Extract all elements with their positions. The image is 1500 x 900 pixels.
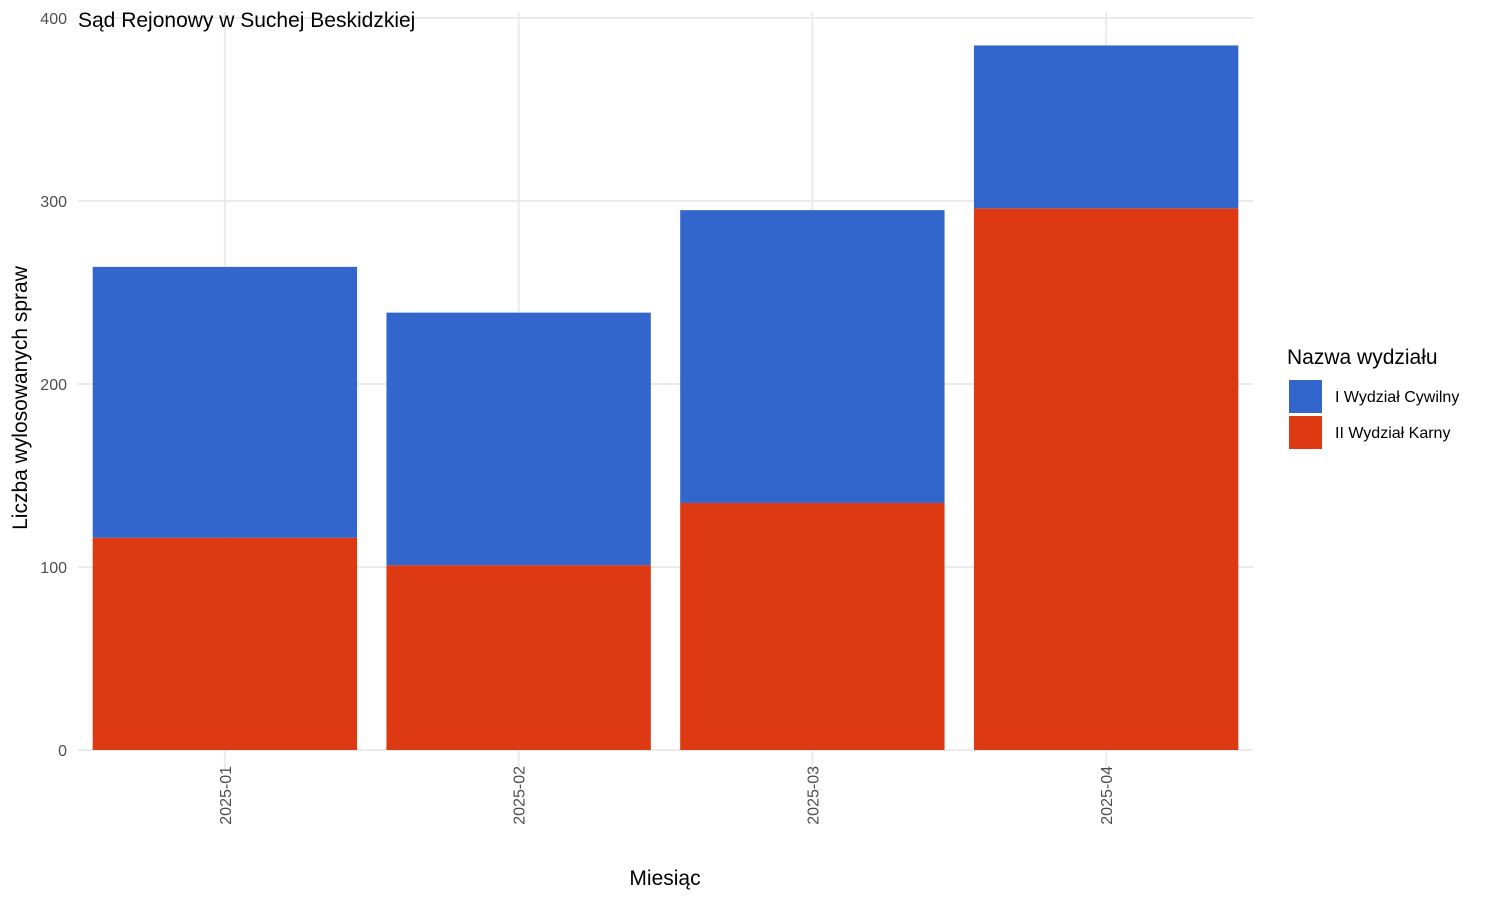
legend-label: I Wydział Cywilny (1335, 389, 1459, 406)
y-tick-label: 0 (58, 743, 67, 760)
y-tick-label: 400 (40, 11, 67, 28)
bar-segment (680, 210, 945, 503)
y-tick-label: 100 (40, 560, 67, 577)
y-axis-title: Liczba wylosowanych spraw (9, 265, 32, 530)
bar-segment (680, 502, 945, 750)
chart-title: Sąd Rejonowy w Suchej Beskidzkiej (78, 9, 415, 32)
bar-segment (386, 312, 651, 566)
legend: Nazwa wydziału I Wydział Cywilny II Wydzi… (1287, 346, 1459, 449)
bar-segment (92, 266, 358, 538)
legend-title: Nazwa wydziału (1287, 346, 1438, 369)
bars (92, 45, 1239, 750)
legend-swatch (1289, 416, 1322, 449)
bar-segment (973, 208, 1239, 750)
x-tick-label: 2025-02 (512, 766, 529, 825)
legend-swatch (1289, 380, 1322, 413)
x-tick-label: 2025-04 (1099, 766, 1116, 825)
legend-items: I Wydział Cywilny II Wydział Karny (1289, 380, 1459, 449)
bar-segment (92, 537, 358, 750)
x-tick-label: 2025-03 (805, 766, 822, 825)
x-tick-label: 2025-01 (218, 766, 235, 825)
bar-segment (386, 565, 651, 750)
bar-segment (973, 45, 1239, 209)
legend-label: II Wydział Karny (1335, 425, 1450, 442)
y-tick-label: 300 (40, 194, 67, 211)
x-axis-ticks: 2025-01 2025-02 2025-03 2025-04 (218, 766, 1116, 825)
x-axis-title: Miesiąc (629, 867, 700, 890)
y-axis-ticks: 0 100 200 300 400 (40, 11, 67, 760)
y-tick-label: 200 (40, 377, 67, 394)
